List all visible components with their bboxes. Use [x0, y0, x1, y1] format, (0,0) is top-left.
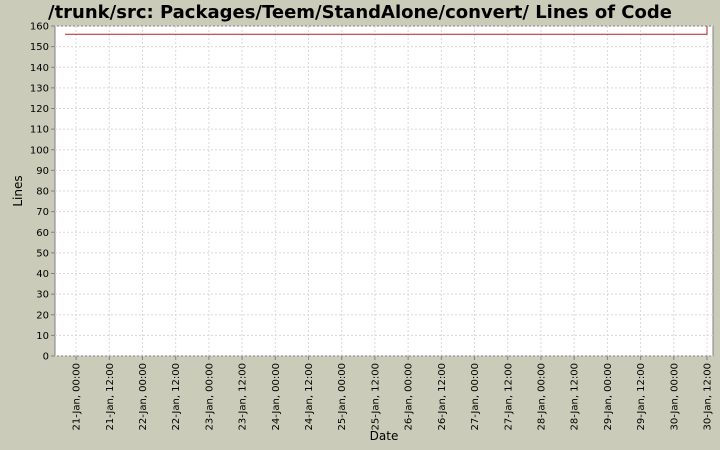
y-tick-label: 110	[30, 125, 49, 136]
y-tick-label: 130	[30, 83, 49, 94]
x-tick-label: 22-Jan, 00:00	[138, 363, 149, 430]
y-tick-label: 150	[30, 42, 49, 53]
y-tick-label: 90	[36, 166, 49, 177]
x-tick-label: 29-Jan, 12:00	[636, 363, 647, 430]
x-tick-label: 26-Jan, 12:00	[437, 363, 448, 430]
x-tick-label: 24-Jan, 12:00	[304, 363, 315, 430]
x-tick-label: 30-Jan, 00:00	[669, 363, 680, 430]
x-tick-label: 26-Jan, 00:00	[404, 363, 415, 430]
y-axis-label: Lines	[11, 175, 25, 206]
y-tick-label: 30	[36, 290, 49, 301]
y-tick-label: 100	[30, 145, 49, 156]
x-tick-label: 24-Jan, 00:00	[271, 363, 282, 430]
series-line	[65, 26, 708, 35]
x-tick-label: 27-Jan, 12:00	[503, 363, 514, 430]
y-tick-label: 0	[43, 352, 49, 363]
x-tick-label: 21-Jan, 12:00	[105, 363, 116, 430]
x-tick-label: 28-Jan, 00:00	[536, 363, 547, 430]
x-tick-label: 21-Jan, 00:00	[72, 363, 83, 430]
x-tick-label: 29-Jan, 00:00	[603, 363, 614, 430]
x-tick-label: 23-Jan, 12:00	[238, 363, 249, 430]
y-tick-label: 50	[36, 248, 49, 259]
x-tick-label: 25-Jan, 12:00	[370, 363, 381, 430]
y-tick-label: 60	[36, 228, 49, 239]
x-tick-label: 27-Jan, 00:00	[470, 363, 481, 430]
x-tick-label: 22-Jan, 12:00	[171, 363, 182, 430]
y-tick-label: 40	[36, 269, 49, 280]
chart-title: /trunk/src: Packages/Teem/StandAlone/con…	[48, 2, 672, 23]
y-tick-label: 80	[36, 187, 49, 198]
y-tick-label: 10	[36, 331, 49, 342]
y-tick-label: 140	[30, 63, 49, 74]
x-tick-label: 23-Jan, 00:00	[204, 363, 215, 430]
y-tick-label: 160	[30, 22, 49, 33]
x-tick-label: 28-Jan, 12:00	[570, 363, 581, 430]
y-tick-label: 70	[36, 207, 49, 218]
y-tick-label: 120	[30, 104, 49, 115]
x-tick-label: 30-Jan, 12:00	[703, 363, 714, 430]
x-tick-label: 25-Jan, 00:00	[337, 363, 348, 430]
x-axis-label: Date	[370, 429, 399, 443]
y-tick-label: 20	[36, 310, 49, 321]
